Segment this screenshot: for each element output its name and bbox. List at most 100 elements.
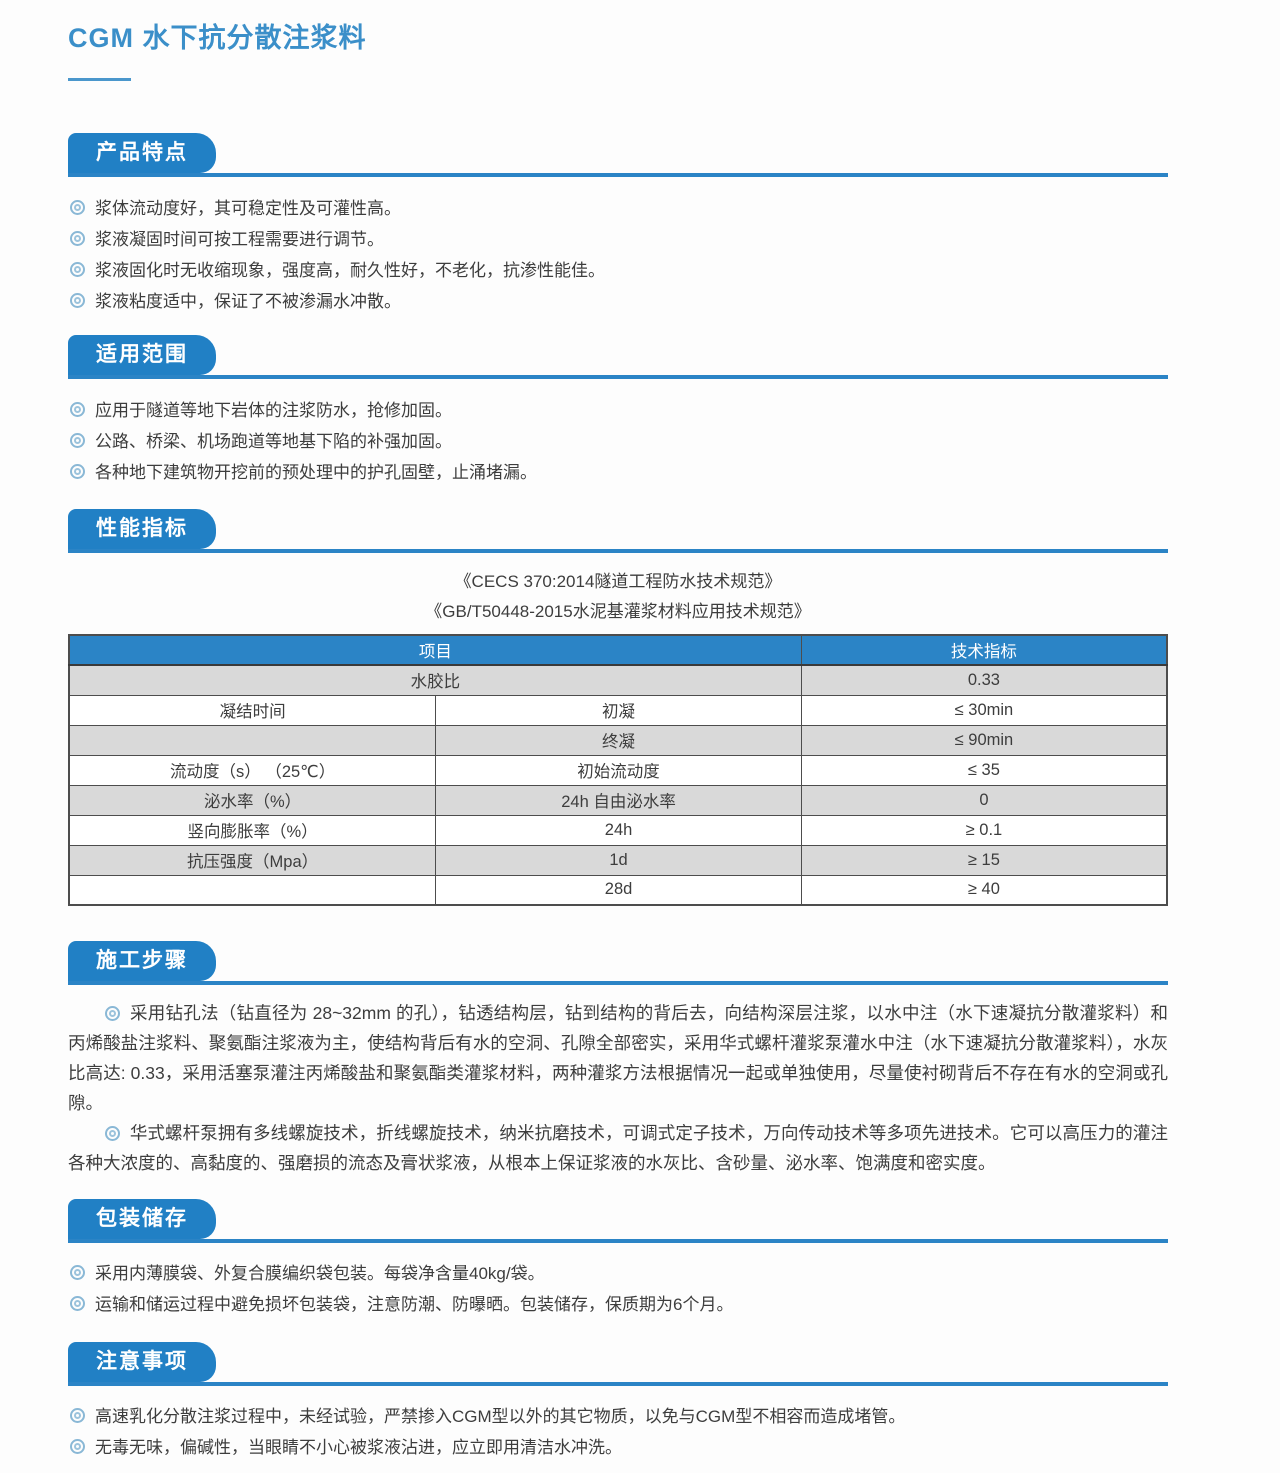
notes-list: 高速乳化分散注浆过程中，未经试验，严禁掺入CGM型以外的其它物质，以免与CGM型…	[68, 1401, 1168, 1463]
table-cell: 28d	[435, 874, 802, 906]
table-cell: 竖向膨胀率（%）	[68, 814, 437, 846]
bullseye-bullet-icon	[70, 433, 85, 448]
section-header: 适用范围	[68, 335, 1168, 379]
scope-list: 应用于隧道等地下岩体的注浆防水，抢修加固。 公路、桥梁、机场跑道等地基下陷的补强…	[68, 395, 1168, 488]
list-item-text: 各种地下建筑物开挖前的预处理中的护孔固壁，止涌堵漏。	[95, 463, 537, 482]
paragraph: 采用钻孔法（钻直径为 28~32mm 的孔），钻透结构层，钻到结构的背后去，向结…	[68, 998, 1168, 1118]
performance-table: 项目 技术指标 水胶比 0.33 凝结时间 初凝 ≤ 30min 终凝 ≤ 90…	[68, 634, 1168, 906]
list-item: 公路、桥梁、机场跑道等地基下陷的补强加固。	[68, 426, 1168, 457]
table-row: 水胶比 0.33	[68, 664, 1168, 696]
bullseye-bullet-icon	[70, 464, 85, 479]
standards-references: 《CECS 370:2014隧道工程防水技术规范》 《GB/T50448-201…	[68, 567, 1168, 627]
section-precautions: 注意事项 高速乳化分散注浆过程中，未经试验，严禁掺入CGM型以外的其它物质，以免…	[68, 1342, 1168, 1463]
table-cell: 抗压强度（Mpa）	[68, 844, 437, 876]
list-item: 采用内薄膜袋、外复合膜编织袋包装。每袋净含量40kg/袋。	[68, 1258, 1168, 1289]
list-item-text: 应用于隧道等地下岩体的注浆防水，抢修加固。	[95, 401, 452, 420]
table-cell: 凝结时间	[68, 694, 437, 726]
list-item: 高速乳化分散注浆过程中，未经试验，严禁掺入CGM型以外的其它物质，以免与CGM型…	[68, 1401, 1168, 1432]
bullseye-bullet-icon	[70, 1439, 85, 1454]
section-header: 包装储存	[68, 1199, 1168, 1243]
standard-reference: 《GB/T50448-2015水泥基灌浆材料应用技术规范》	[425, 602, 811, 621]
list-item-text: 浆液固化时无收缩现象，强度高，耐久性好，不老化，抗渗性能佳。	[95, 261, 605, 280]
list-item-text: 高速乳化分散注浆过程中，未经试验，严禁掺入CGM型以外的其它物质，以免与CGM型…	[95, 1407, 906, 1426]
list-item: 各种地下建筑物开挖前的预处理中的护孔固壁，止涌堵漏。	[68, 457, 1168, 488]
section-badge: 适用范围	[68, 335, 216, 375]
bullseye-bullet-icon	[70, 1296, 85, 1311]
list-item-text: 浆液粘度适中，保证了不被渗漏水冲散。	[95, 292, 401, 311]
title-underline	[68, 78, 131, 81]
bullseye-bullet-icon	[70, 262, 85, 277]
list-item-text: 浆液凝固时间可按工程需要进行调节。	[95, 230, 384, 249]
table-cell	[68, 724, 437, 756]
paragraph: 华式螺杆泵拥有多线螺旋技术，折线螺旋技术，纳米抗磨技术，可调式定子技术，万向传动…	[68, 1118, 1168, 1178]
list-item: 浆体流动度好，其可稳定性及可灌性高。	[68, 193, 1168, 224]
list-item-text: 运输和储运过程中避免损坏包装袋，注意防潮、防曝晒。包装储存，保质期为6个月。	[95, 1295, 734, 1314]
bullseye-bullet-icon	[70, 1408, 85, 1423]
table-cell: 终凝	[435, 724, 802, 756]
table-cell: 1d	[435, 844, 802, 876]
section-product-features: 产品特点 浆体流动度好，其可稳定性及可灌性高。 浆液凝固时间可按工程需要进行调节…	[68, 133, 1168, 317]
feature-list: 浆体流动度好，其可稳定性及可灌性高。 浆液凝固时间可按工程需要进行调节。 浆液固…	[68, 193, 1168, 317]
section-packaging-storage: 包装储存 采用内薄膜袋、外复合膜编织袋包装。每袋净含量40kg/袋。 运输和储运…	[68, 1199, 1168, 1320]
list-item-text: 采用内薄膜袋、外复合膜编织袋包装。每袋净含量40kg/袋。	[95, 1264, 545, 1283]
table-cell: ≤ 30min	[800, 694, 1168, 726]
bullseye-bullet-icon	[104, 1126, 120, 1141]
list-item: 应用于隧道等地下岩体的注浆防水，抢修加固。	[68, 395, 1168, 426]
bullseye-bullet-icon	[70, 293, 85, 308]
table-row: 抗压强度（Mpa） 1d ≥ 15	[68, 844, 1168, 876]
table-cell: 泌水率（%）	[68, 784, 437, 816]
table-row: 终凝 ≤ 90min	[68, 724, 1168, 756]
list-item: 浆液粘度适中，保证了不被渗漏水冲散。	[68, 286, 1168, 317]
section-application-scope: 适用范围 应用于隧道等地下岩体的注浆防水，抢修加固。 公路、桥梁、机场跑道等地基…	[68, 335, 1168, 488]
page-title: CGM 水下抗分散注浆料	[68, 23, 367, 53]
table-row: 凝结时间 初凝 ≤ 30min	[68, 694, 1168, 726]
section-badge: 施工步骤	[68, 941, 216, 981]
paragraph-text: 采用钻孔法（钻直径为 28~32mm 的孔），钻透结构层，钻到结构的背后去，向结…	[68, 1003, 1168, 1113]
table-cell: 24h 自由泌水率	[435, 784, 802, 816]
section-performance-indicators: 性能指标 《CECS 370:2014隧道工程防水技术规范》 《GB/T5044…	[68, 509, 1168, 906]
table-cell: 初凝	[435, 694, 802, 726]
table-cell: ≤ 90min	[800, 724, 1168, 756]
section-badge: 产品特点	[68, 133, 216, 173]
table-cell: ≥ 0.1	[800, 814, 1168, 846]
table-cell: 水胶比	[68, 664, 802, 696]
table-header-value: 技术指标	[800, 634, 1168, 666]
table-cell: 24h	[435, 814, 802, 846]
table-cell: 0.33	[800, 664, 1168, 696]
bullseye-bullet-icon	[70, 200, 85, 215]
bullseye-bullet-icon	[70, 231, 85, 246]
bullseye-bullet-icon	[70, 402, 85, 417]
section-header: 施工步骤	[68, 941, 1168, 985]
list-item: 浆液固化时无收缩现象，强度高，耐久性好，不老化，抗渗性能佳。	[68, 255, 1168, 286]
table-cell: 流动度（s） （25℃）	[68, 754, 437, 786]
table-row: 28d ≥ 40	[68, 874, 1168, 906]
section-badge: 包装储存	[68, 1199, 216, 1239]
section-construction-steps: 施工步骤 采用钻孔法（钻直径为 28~32mm 的孔），钻透结构层，钻到结构的背…	[68, 941, 1168, 1178]
table-row: 泌水率（%） 24h 自由泌水率 0	[68, 784, 1168, 816]
section-badge: 性能指标	[68, 509, 216, 549]
construction-paragraphs: 采用钻孔法（钻直径为 28~32mm 的孔），钻透结构层，钻到结构的背后去，向结…	[68, 998, 1168, 1178]
list-item-text: 公路、桥梁、机场跑道等地基下陷的补强加固。	[95, 432, 452, 451]
paragraph-text: 华式螺杆泵拥有多线螺旋技术，折线螺旋技术，纳米抗磨技术，可调式定子技术，万向传动…	[68, 1123, 1168, 1173]
section-badge: 注意事项	[68, 1342, 216, 1382]
standard-reference: 《CECS 370:2014隧道工程防水技术规范》	[454, 572, 782, 591]
section-header: 性能指标	[68, 509, 1168, 553]
list-item-text: 浆体流动度好，其可稳定性及可灌性高。	[95, 199, 401, 218]
list-item: 运输和储运过程中避免损坏包装袋，注意防潮、防曝晒。包装储存，保质期为6个月。	[68, 1289, 1168, 1320]
bullseye-bullet-icon	[104, 1006, 120, 1021]
section-header: 注意事项	[68, 1342, 1168, 1386]
table-cell: 初始流动度	[435, 754, 802, 786]
table-row: 流动度（s） （25℃） 初始流动度 ≤ 35	[68, 754, 1168, 786]
list-item: 浆液凝固时间可按工程需要进行调节。	[68, 224, 1168, 255]
list-item-text: 无毒无味，偏碱性，当眼睛不小心被浆液沾进，应立即用清洁水冲洗。	[95, 1438, 622, 1457]
table-cell: ≤ 35	[800, 754, 1168, 786]
table-cell	[68, 874, 437, 906]
list-item: 无毒无味，偏碱性，当眼睛不小心被浆液沾进，应立即用清洁水冲洗。	[68, 1432, 1168, 1463]
table-header-row: 项目 技术指标	[68, 634, 1168, 666]
bullseye-bullet-icon	[70, 1265, 85, 1280]
packaging-list: 采用内薄膜袋、外复合膜编织袋包装。每袋净含量40kg/袋。 运输和储运过程中避免…	[68, 1258, 1168, 1320]
table-cell: ≥ 40	[800, 874, 1168, 906]
table-row: 竖向膨胀率（%） 24h ≥ 0.1	[68, 814, 1168, 846]
table-cell: 0	[800, 784, 1168, 816]
